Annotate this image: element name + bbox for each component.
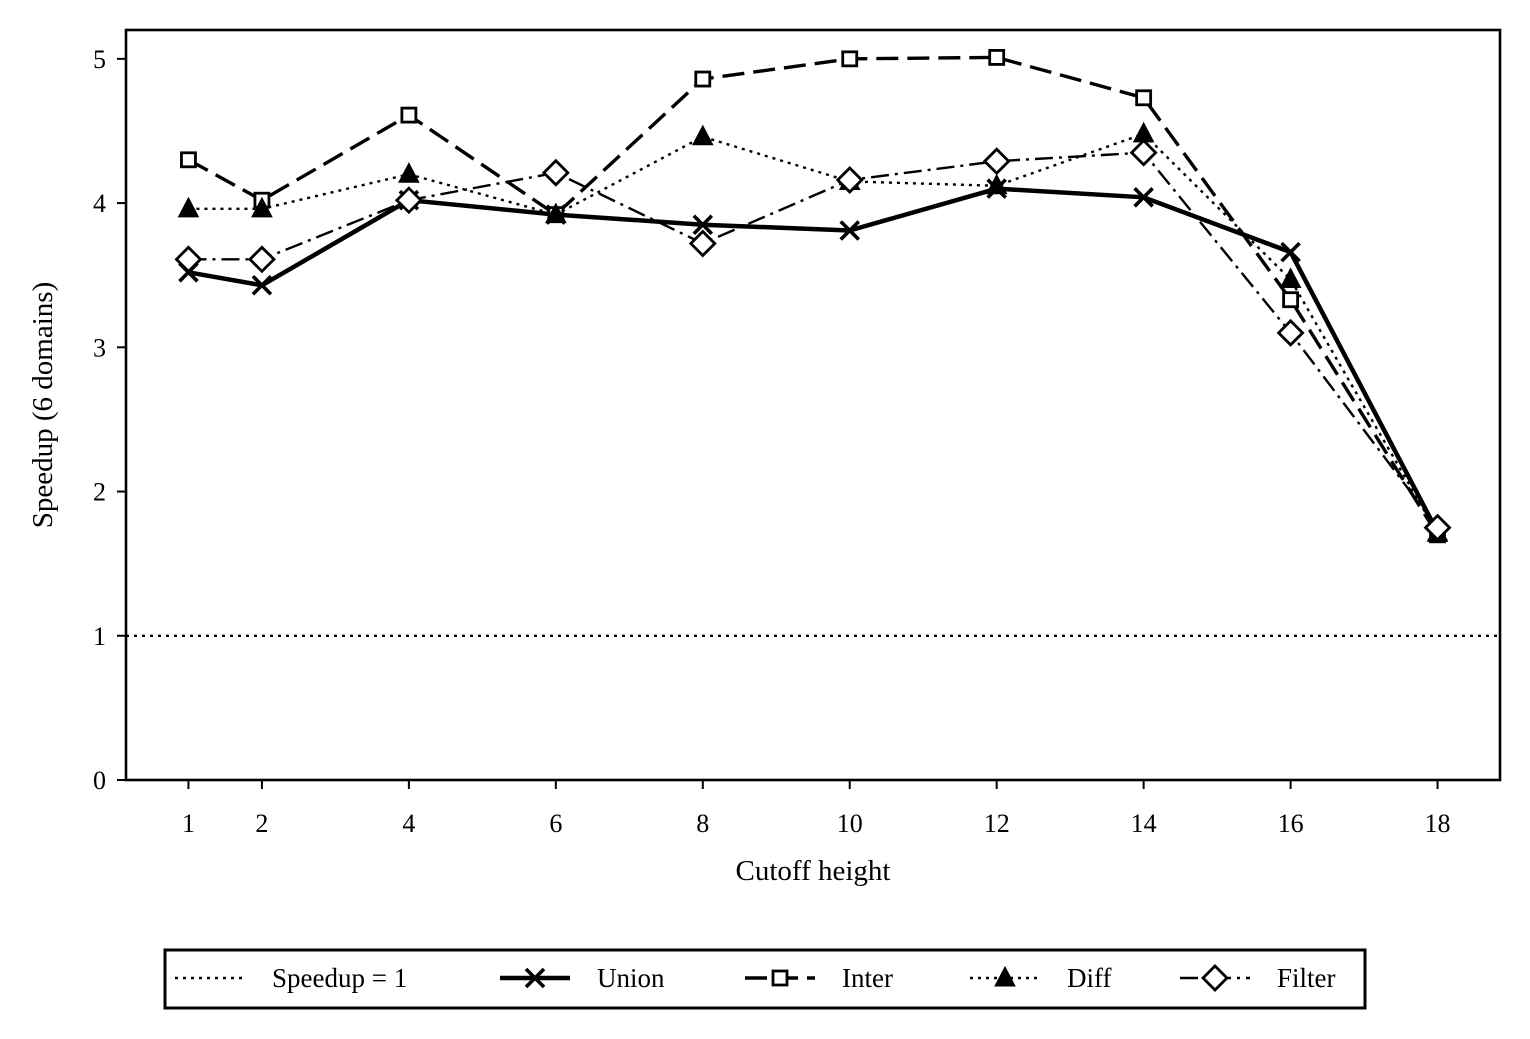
data-point-inter	[180, 151, 197, 169]
data-point-filter	[835, 166, 864, 194]
data-point-diff	[1279, 267, 1302, 289]
legend-item: Filter	[1180, 963, 1336, 993]
x-tick-label: 1	[182, 809, 195, 838]
legend-label: Speedup = 1	[272, 963, 407, 993]
series-union	[178, 178, 1448, 543]
x-tick-label: 6	[549, 809, 562, 838]
x-marker-icon	[524, 967, 546, 989]
data-point-diff	[398, 162, 420, 183]
x-tick-label: 18	[1425, 809, 1451, 838]
plot-frame	[124, 28, 1502, 782]
y-tick-label: 4	[93, 189, 106, 218]
series-diff	[177, 121, 1449, 542]
data-point-diff	[177, 196, 200, 218]
x-tick-label: 14	[1131, 809, 1157, 838]
data-point-diff	[545, 202, 567, 224]
legend: Speedup = 1 Union Inter Diff Filter	[163, 948, 1367, 1010]
y-tick-label: 0	[93, 766, 106, 795]
x-tick-label: 16	[1278, 809, 1304, 838]
y-tick-label: 3	[93, 333, 106, 362]
data-point-inter	[694, 70, 712, 88]
series-line	[188, 186, 1440, 533]
triangle-marker-icon	[994, 965, 1016, 987]
y-tick-label: 2	[93, 478, 106, 507]
legend-label: Diff	[1067, 963, 1112, 993]
legend-label: Filter	[1277, 963, 1336, 993]
series-line	[188, 151, 1439, 529]
y-tick-label: 1	[93, 622, 106, 651]
series-group	[174, 49, 1452, 544]
x-tick-label: 2	[255, 809, 268, 838]
data-point-filter	[541, 158, 570, 187]
y-tick-label: 5	[93, 45, 106, 74]
data-point-filter	[982, 147, 1011, 176]
series-filter	[174, 138, 1452, 542]
legend-label: Inter	[842, 963, 893, 993]
data-point-union	[1133, 187, 1154, 208]
data-point-inter	[988, 49, 1006, 66]
x-axis-label: Cutoff height	[736, 855, 891, 887]
data-point-inter	[400, 106, 418, 124]
legend-item: Union	[500, 963, 665, 993]
legend-items: Speedup = 1 Union Inter Diff Filter	[175, 963, 1336, 993]
legend-item: Inter	[745, 963, 893, 993]
data-point-filter	[394, 186, 423, 215]
data-point-filter	[1276, 318, 1305, 347]
data-point-filter	[174, 245, 203, 274]
data-point-filter	[688, 229, 717, 258]
data-point-diff	[251, 196, 273, 218]
series-inter	[180, 49, 1446, 544]
legend-item: Speedup = 1	[175, 963, 407, 993]
data-point-filter	[247, 245, 276, 274]
data-point-inter	[1135, 89, 1153, 107]
data-point-union	[692, 214, 714, 235]
x-tick-label: 10	[837, 809, 863, 838]
data-point-diff	[985, 173, 1008, 195]
data-point-diff	[691, 124, 714, 146]
y-axis-label: Speedup (6 domains)	[27, 282, 59, 528]
diamond-marker-icon	[1201, 964, 1229, 992]
data-point-inter	[841, 50, 859, 68]
x-tick-label: 4	[402, 809, 415, 838]
data-point-filter	[1129, 138, 1158, 167]
data-point-union	[251, 275, 273, 296]
series-line	[187, 55, 1439, 536]
data-point-inter	[1282, 291, 1299, 309]
legend-item: Diff	[970, 963, 1112, 993]
data-point-filter	[1423, 513, 1452, 542]
series-line	[188, 132, 1439, 534]
x-tick-label: 8	[696, 809, 709, 838]
x-tick-label: 12	[984, 809, 1010, 838]
data-point-union	[1280, 241, 1301, 263]
data-point-union	[839, 220, 861, 241]
square-marker-icon	[771, 969, 789, 987]
legend-label: Union	[597, 963, 665, 993]
